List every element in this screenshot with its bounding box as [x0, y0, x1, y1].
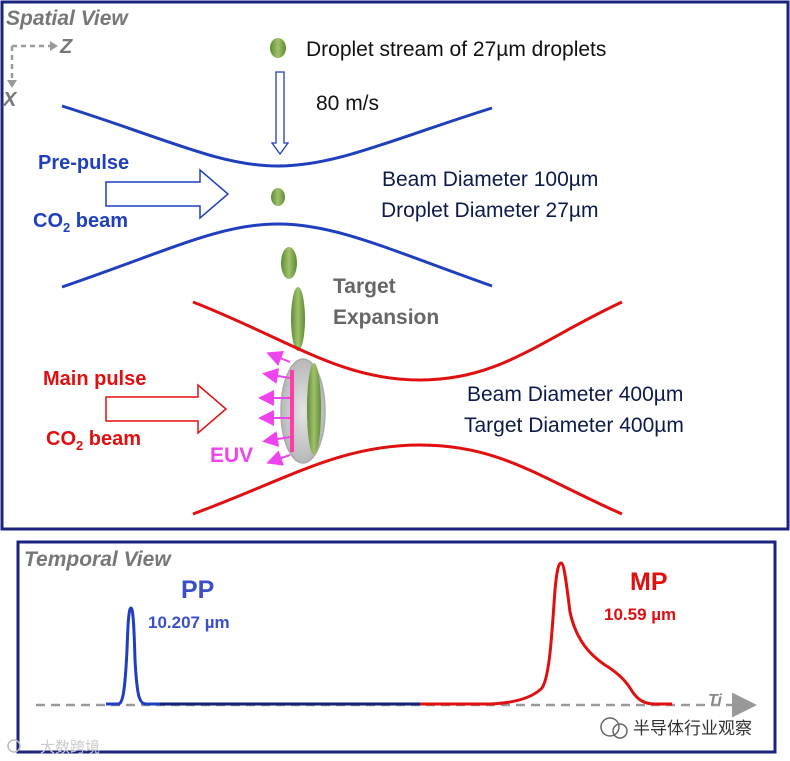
pp-wavelength: 10.207 µm: [148, 613, 230, 632]
mainpulse-arrow: [105, 383, 228, 435]
mainpulse-co2-sub: 2: [76, 438, 83, 453]
mainpulse-beam-diameter: Beam Diameter 400µm: [467, 383, 683, 406]
droplet-stream-label: Droplet stream of 27µm droplets: [306, 38, 606, 61]
mp-pulse-trace: [420, 561, 672, 706]
droplet-expanding-1: [281, 247, 297, 279]
prepulse-co2-sub: 2: [63, 220, 70, 235]
axis-indicator: [7, 41, 58, 88]
prepulse-beam-diameter: Beam Diameter 100µm: [382, 168, 598, 191]
velocity-label: 80 m/s: [316, 92, 379, 115]
mainpulse-beam-upper: [192, 300, 623, 382]
target-expansion-label-2: Expansion: [333, 306, 439, 329]
target-flattened-droplet: [307, 363, 321, 455]
droplet-expanding-2: [291, 287, 305, 351]
droplet-top: [270, 38, 286, 58]
spatial-view-frame: [0, 0, 790, 531]
watermark-right-text: 半导体行业观察: [633, 719, 752, 738]
droplet-fall-arrow: [270, 71, 290, 156]
mainpulse-target-diameter: Target Diameter 400µm: [464, 414, 684, 437]
mainpulse-label: Main pulse: [43, 368, 146, 390]
prepulse-co2-main: CO: [33, 210, 63, 232]
prepulse-co2-rest: beam: [70, 210, 128, 232]
mainpulse-co2-main: CO: [46, 428, 76, 450]
watermark-left: 大数跨境: [7, 738, 100, 756]
prepulse-beam-upper: [61, 104, 493, 168]
mainpulse-co2-rest: beam: [83, 428, 141, 450]
temporal-view-frame: [16, 540, 777, 754]
mp-label: MP: [630, 568, 668, 596]
axis-z-label: Z: [59, 36, 73, 58]
pp-label: PP: [181, 576, 214, 604]
prepulse-label: Pre-pulse: [38, 152, 129, 174]
time-axis-label: Ti: [708, 692, 722, 709]
temporal-view-title: Temporal View: [24, 548, 172, 571]
prepulse-co2-label: CO2 beam: [33, 210, 128, 235]
watermark-left-text: 大数跨境: [40, 738, 100, 756]
droplet-prepulse: [271, 188, 285, 206]
euv-label: EUV: [210, 444, 253, 467]
mainpulse-beam-lower: [192, 443, 623, 516]
euv-emission-arrows: [258, 351, 291, 466]
mainpulse-co2-label: CO2 beam: [46, 428, 141, 453]
axis-x-label: X: [2, 89, 18, 111]
prepulse-droplet-diameter: Droplet Diameter 27µm: [381, 199, 599, 222]
prepulse-beam-lower: [61, 222, 493, 289]
watermark-right: 半导体行业观察: [600, 717, 752, 739]
prepulse-arrow: [105, 168, 230, 220]
spatial-view-title: Spatial View: [6, 7, 129, 30]
pp-pulse-trace: [106, 606, 420, 706]
target-expansion-label-1: Target: [333, 275, 396, 298]
mp-wavelength: 10.59 µm: [604, 605, 676, 624]
